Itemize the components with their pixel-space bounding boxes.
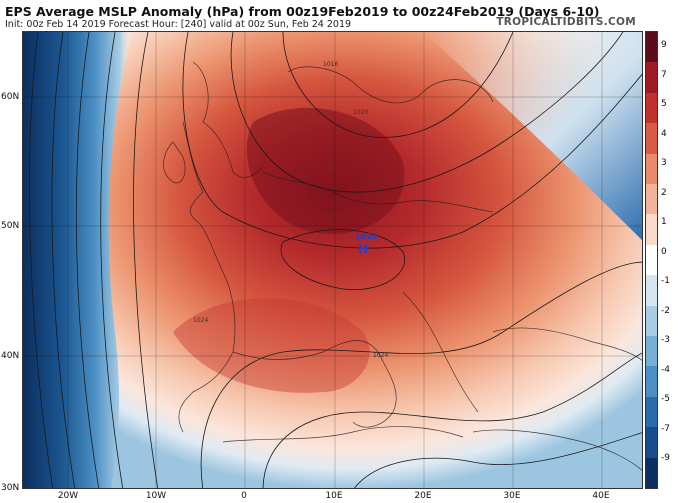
colorbar-label: 4 [661,129,667,139]
colorbar-label: -1 [661,276,670,286]
lon-label: 20W [57,491,79,501]
colorbar-swatch [646,62,657,94]
isobar-label: 1028 [323,207,338,214]
colorbar-swatch [646,457,657,489]
colorbar-swatch [646,153,657,185]
isobar-label: 1016 [323,61,338,68]
colorbar-label: -4 [661,365,670,375]
colorbar-label: 3 [661,158,667,168]
lat-label: 40N [1,351,20,361]
lat-label: 30N [1,483,20,493]
isobar-label-group: 1016 1020 1024 1028 1024 [193,61,388,359]
high-pressure-value: 1029 [355,232,378,241]
colorbar-swatch [646,336,657,367]
brand-watermark: TROPICALTIDBITS.COM [496,16,636,28]
colorbar-label: -5 [661,394,670,404]
colorbar-swatches [646,32,657,489]
colorbar-swatch [646,275,657,307]
colorbar-swatch [646,184,657,215]
chart-title: EPS Average MSLP Anomaly (hPa) from 00z1… [5,4,600,19]
anomaly-map: 1016 1020 1024 1028 1024 1029 H [23,32,642,488]
isobar-label: 1024 [193,317,208,324]
colorbar-swatch [646,244,657,276]
lon-label: 30E [503,491,521,501]
colorbar-label: 9 [661,40,667,50]
lon-label: 0 [241,491,247,501]
colorbar-label: 2 [661,188,667,198]
lon-label: 10E [325,491,343,501]
colorbar-swatch [646,123,657,155]
colorbar-swatch [646,214,657,246]
colorbar-label: 5 [661,99,667,109]
western-negative-anomaly [23,32,133,488]
isobar-label: 1024 [373,352,388,359]
colorbar-swatch [646,32,657,63]
colorbar-swatch [646,305,657,337]
colorbar-label: 7 [661,70,667,80]
lon-label: 10W [145,491,167,501]
colorbar-swatch [646,366,657,398]
colorbar-label: -7 [661,424,670,434]
map-panel: 1016 1020 1024 1028 1024 1029 H [22,31,643,489]
lon-label: 20E [414,491,432,501]
isobar-label: 1020 [353,109,368,116]
colorbar-label: 1 [661,217,667,227]
colorbar-label: -9 [661,453,670,463]
colorbar [645,31,658,489]
colorbar-label: 0 [661,247,667,257]
colorbar-swatch [646,427,657,459]
coastlines [163,61,642,471]
lat-label: 50N [1,221,20,231]
colorbar-label: -2 [661,306,670,316]
colorbar-swatch [646,396,657,428]
colorbar-label: -3 [661,335,670,345]
lon-label: 40E [592,491,610,501]
chart-subtitle: Init: 00z Feb 14 2019 Forecast Hour: [24… [5,19,352,30]
high-pressure-marker: H [358,242,368,256]
isobars [29,32,642,488]
graticule [23,32,642,488]
northeast-negative-anomaly [423,32,642,241]
lat-label: 60N [1,92,20,102]
colorbar-swatch [646,92,657,124]
